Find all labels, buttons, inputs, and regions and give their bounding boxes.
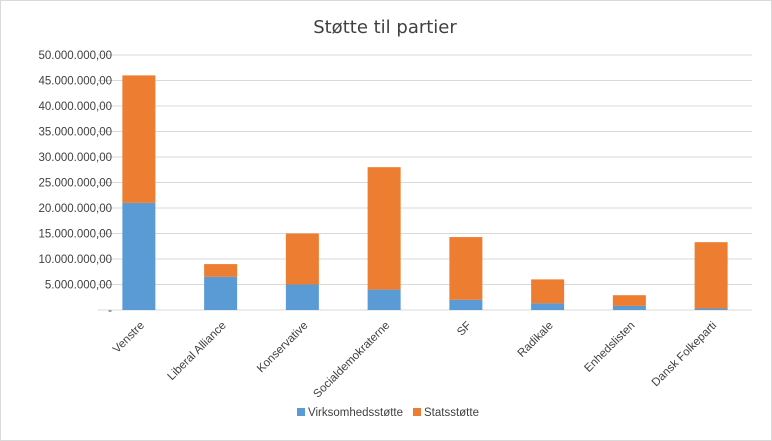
bar-statsstotte (204, 264, 238, 277)
gridlines (98, 54, 752, 311)
legend: Virksomhedsstøtte Statsstøtte (297, 407, 479, 419)
y-tick-label: 15.000.000,00 (38, 229, 112, 241)
x-tick-label: SF (455, 320, 474, 339)
bar-statsstotte (285, 233, 319, 285)
bar-virksomhedsstotte (122, 202, 156, 310)
bar-statsstotte (449, 237, 483, 300)
bar-virksomhedsstotte (449, 299, 483, 310)
bar-virksomhedsstotte (367, 289, 401, 310)
bar-virksomhedsstotte (285, 284, 319, 310)
bar-statsstotte (612, 295, 646, 306)
x-tick-label: Socialdemokraterne (311, 320, 392, 401)
bar-virksomhedsstotte (531, 303, 565, 310)
bar-virksomhedsstotte (204, 276, 238, 310)
x-tick-label: Dansk Folkeparti (650, 320, 720, 390)
x-tick-label: Venstre (111, 320, 147, 356)
y-tick-label: 10.000.000,00 (38, 254, 112, 266)
bars (122, 75, 728, 310)
y-tick-label: 30.000.000,00 (38, 152, 112, 164)
legend-label: Virksomhedsstøtte (308, 407, 403, 419)
bar-statsstotte (122, 75, 156, 203)
legend-swatch (413, 408, 421, 416)
chart-title: Støtte til partier (313, 17, 457, 38)
y-tick-label: 5.000.000,00 (45, 280, 112, 292)
y-tick-label: 45.000.000,00 (38, 76, 112, 88)
bar-statsstotte (367, 167, 401, 290)
x-tick-label: Konservative (255, 320, 310, 375)
x-axis-tick-labels: Venstre Liberal Alliance Konservative Socia… (111, 320, 719, 401)
y-tick-label: 20.000.000,00 (38, 203, 112, 215)
y-tick-label: - (108, 305, 112, 317)
y-tick-label: 25.000.000,00 (38, 178, 112, 190)
bar-statsstotte (694, 242, 728, 309)
x-tick-label: Enhedslisten (582, 320, 637, 375)
y-tick-label: 40.000.000,00 (38, 101, 112, 113)
y-axis-tick-labels: - 5.000.000,00 10.000.000,00 15.000.000,00 2… (38, 50, 112, 317)
y-tick-label: 50.000.000,00 (38, 50, 112, 62)
legend-label: Statsstøtte (424, 407, 479, 419)
x-tick-label: Radikale (516, 320, 556, 360)
bar-statsstotte (531, 279, 565, 304)
legend-swatch (297, 408, 305, 416)
x-tick-label: Liberal Alliance (166, 320, 229, 383)
y-tick-label: 35.000.000,00 (38, 127, 112, 139)
bar-virksomhedsstotte (612, 305, 646, 310)
bar-virksomhedsstotte (694, 308, 728, 310)
